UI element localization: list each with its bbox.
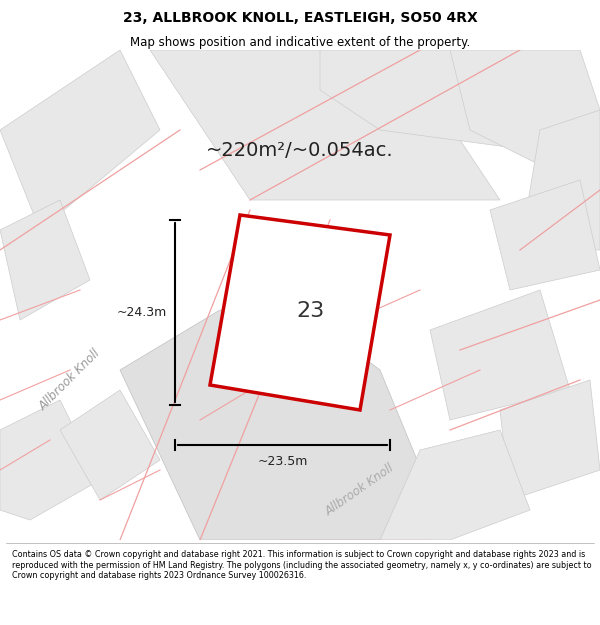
Text: ~24.3m: ~24.3m	[117, 306, 167, 319]
Polygon shape	[60, 390, 160, 500]
Polygon shape	[430, 290, 570, 420]
Text: Map shows position and indicative extent of the property.: Map shows position and indicative extent…	[130, 36, 470, 49]
Polygon shape	[210, 215, 390, 410]
Text: 23, ALLBROOK KNOLL, EASTLEIGH, SO50 4RX: 23, ALLBROOK KNOLL, EASTLEIGH, SO50 4RX	[122, 11, 478, 25]
Polygon shape	[0, 200, 90, 320]
Text: 23: 23	[296, 301, 324, 321]
Polygon shape	[120, 310, 450, 540]
Polygon shape	[0, 400, 100, 520]
Polygon shape	[490, 180, 600, 290]
Polygon shape	[150, 50, 500, 200]
Text: Allbrook Knoll: Allbrook Knoll	[37, 347, 103, 413]
Polygon shape	[380, 430, 530, 540]
Text: Contains OS data © Crown copyright and database right 2021. This information is : Contains OS data © Crown copyright and d…	[12, 550, 592, 580]
Text: ~220m²/~0.054ac.: ~220m²/~0.054ac.	[206, 141, 394, 159]
Polygon shape	[520, 110, 600, 250]
Polygon shape	[320, 50, 530, 150]
Polygon shape	[450, 50, 600, 170]
Text: Allbrook Knoll: Allbrook Knoll	[323, 461, 397, 519]
Polygon shape	[0, 50, 160, 230]
Text: ~23.5m: ~23.5m	[257, 455, 308, 468]
Polygon shape	[500, 380, 600, 500]
